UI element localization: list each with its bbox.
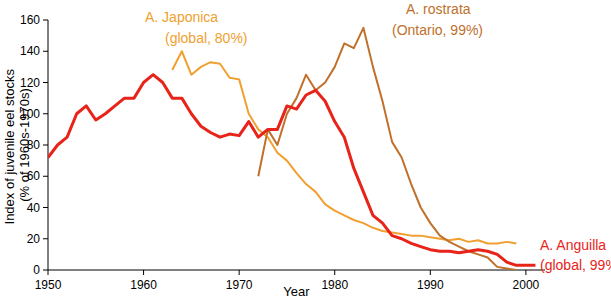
series-detail: (Ontario, 99%) [392, 22, 483, 38]
series-line [172, 51, 516, 243]
x-tick-label: 1960 [130, 278, 157, 292]
series-line [258, 28, 516, 270]
x-tick-label: 2000 [513, 278, 540, 292]
y-tick-label: 0 [33, 263, 40, 277]
y-tick [43, 20, 48, 21]
x-tick [334, 270, 335, 275]
y-tick [43, 238, 48, 239]
y-axis-label-line: Index of juvenile eel stocks [2, 66, 17, 225]
plot-lines [48, 28, 535, 270]
x-axis-label: Year [283, 284, 310, 298]
y-tick [43, 207, 48, 208]
x-axis [48, 270, 545, 271]
series-detail: (global, 80%) [165, 30, 248, 46]
series-label: A. Anguilla [540, 237, 606, 253]
series-label: A. rostrata [406, 1, 471, 17]
x-tick-label: 1990 [417, 278, 444, 292]
x-tick-label: 1980 [321, 278, 348, 292]
series-detail: (global, 99%) [540, 257, 611, 273]
y-tick [43, 51, 48, 52]
y-tick-label: 120 [20, 76, 40, 90]
chart: 0204060801001201401601950196019701980199… [0, 0, 611, 298]
y-tick [43, 270, 48, 271]
y-axis-label-line: (% of 1960s-1970s) [17, 88, 32, 201]
x-tick [430, 270, 431, 275]
x-tick-label: 1970 [226, 278, 253, 292]
x-tick [525, 270, 526, 275]
y-tick-label: 160 [20, 13, 40, 27]
y-tick [43, 82, 48, 83]
y-tick-label: 140 [20, 44, 40, 58]
y-tick [43, 113, 48, 114]
y-tick-label: 20 [27, 232, 41, 246]
x-tick-label: 1950 [35, 278, 62, 292]
y-tick [43, 176, 48, 177]
x-tick [239, 270, 240, 275]
x-tick [143, 270, 144, 275]
series-line [48, 75, 535, 266]
y-tick [43, 145, 48, 146]
series-label: A. Japonica [145, 9, 218, 25]
y-axis-label: Index of juvenile eel stocks (% of 1960s… [2, 66, 32, 225]
x-tick [48, 270, 49, 275]
